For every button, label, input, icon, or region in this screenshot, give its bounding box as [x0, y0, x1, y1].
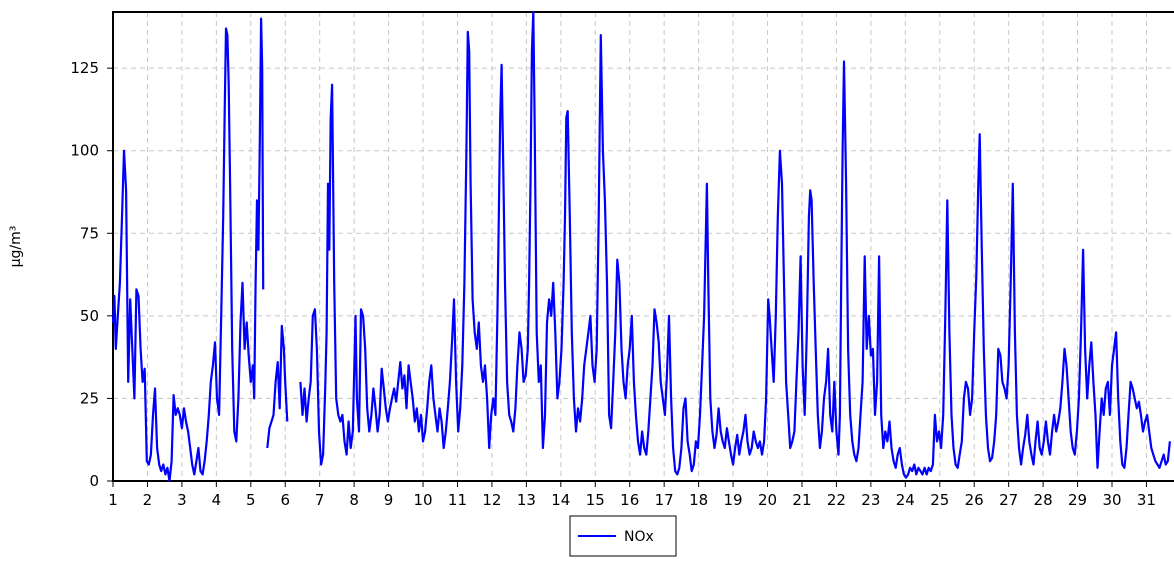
y-tick-label: 100	[70, 142, 99, 160]
x-tick-label: 23	[861, 491, 880, 509]
x-tick-label: 13	[517, 491, 536, 509]
x-tick-label: 31	[1137, 491, 1156, 509]
x-tick-label: 4	[212, 491, 222, 509]
x-tick-label: 1	[108, 491, 118, 509]
y-tick-label: 0	[89, 472, 99, 490]
legend-entry-nox: NOx	[624, 529, 654, 545]
x-tick-label: 9	[384, 491, 394, 509]
x-tick-label: 25	[930, 491, 949, 509]
series-line-segment	[111, 17, 265, 483]
x-tick-label: 29	[1068, 491, 1087, 509]
x-tick-label: 6	[280, 491, 290, 509]
y-tick-label: 75	[80, 224, 99, 242]
series-layer	[111, 10, 1171, 483]
x-tick-label: 10	[413, 491, 432, 509]
x-tick-label: 2	[143, 491, 153, 509]
x-tick-label: 7	[315, 491, 325, 509]
y-tick-label: 50	[80, 307, 99, 325]
x-tick-label: 5	[246, 491, 256, 509]
x-tick-label: 21	[792, 491, 811, 509]
x-tick-label: 27	[999, 491, 1018, 509]
x-tick-label: 30	[1102, 491, 1121, 509]
x-tick-label: 15	[586, 491, 605, 509]
series-nox	[111, 10, 1171, 483]
x-tick-label: 12	[482, 491, 501, 509]
x-tick-label: 14	[551, 491, 570, 509]
x-tick-label: 3	[177, 491, 187, 509]
x-tick-label: 19	[724, 491, 743, 509]
y-tick-label: 125	[70, 59, 99, 77]
series-line-segment	[299, 10, 1171, 479]
series-line-segment	[266, 324, 289, 449]
x-tick-label: 26	[965, 491, 984, 509]
x-tick-label: 22	[827, 491, 846, 509]
x-tick-label: 28	[1034, 491, 1053, 509]
y-tick-label: 25	[80, 389, 99, 407]
x-tick-label: 20	[758, 491, 777, 509]
grid-lines	[112, 12, 1174, 482]
legend: NOx	[569, 515, 677, 557]
x-tick-label: 18	[689, 491, 708, 509]
y-axis-label: µg/m³	[8, 226, 24, 268]
plot-frame	[112, 11, 1174, 482]
axes: 1 2 3 4 5 6 7 8 9 10 11 12 13 14 15 16 17 18 19 20 21 22 23 24 2…	[70, 59, 1156, 509]
x-tick-label: 16	[620, 491, 639, 509]
x-tick-label: 11	[448, 491, 467, 509]
x-tick-label: 24	[896, 491, 915, 509]
x-tick-label: 17	[655, 491, 674, 509]
x-tick-label: 8	[349, 491, 359, 509]
